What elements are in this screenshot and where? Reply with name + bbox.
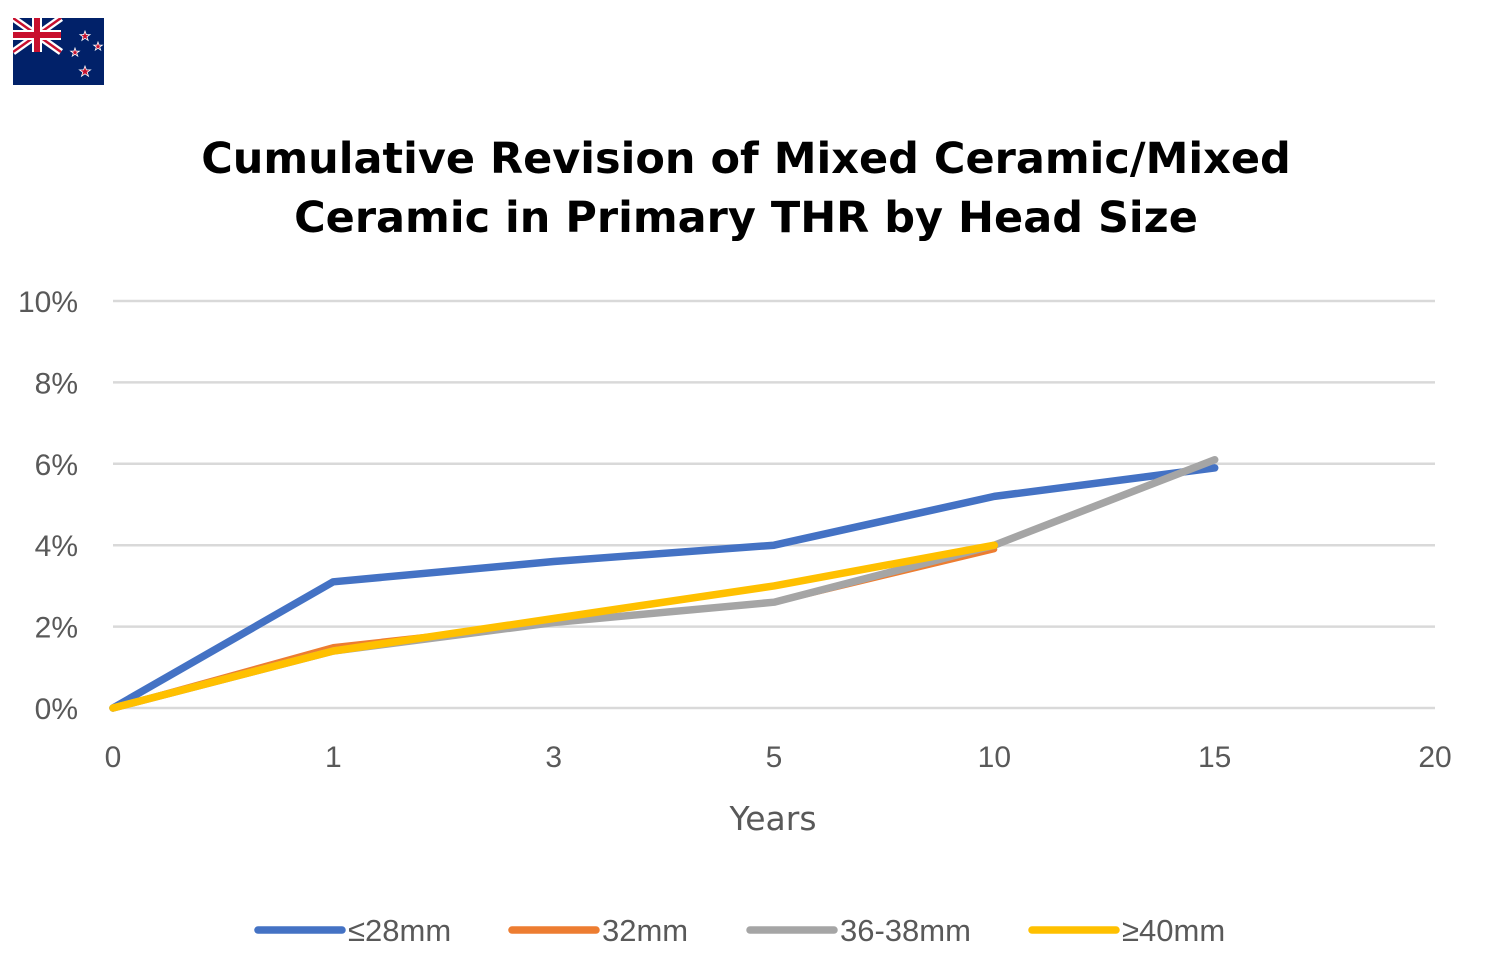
x-tick-label: 20: [1418, 741, 1451, 774]
series-line-≥40mm: [109, 541, 999, 712]
chart-title: Cumulative Revision of Mixed Ceramic/Mix…: [0, 130, 1492, 248]
y-tick-label: 6%: [35, 449, 78, 482]
x-tick-label: 3: [545, 741, 562, 774]
legend-label: ≥40mm: [1122, 913, 1225, 948]
y-axis-ticks: 0% 2% 4% 6% 8% 10%: [18, 286, 78, 726]
legend-item: 32mm: [508, 913, 688, 948]
legend-item: 36-38mm: [746, 913, 971, 948]
series-line-≤28mm: [109, 464, 1219, 712]
legend-label: ≤28mm: [348, 913, 451, 948]
series-line-36-38mm: [109, 455, 1219, 712]
y-tick-label: 0%: [35, 693, 78, 726]
x-tick-label: 1: [325, 741, 342, 774]
chart-title-line-1: Cumulative Revision of Mixed Ceramic/Mix…: [201, 134, 1291, 184]
x-axis-ticks: 0 1 3 5 10 15 20: [105, 741, 1452, 774]
y-tick-label: 4%: [35, 530, 78, 563]
y-tick-label: 10%: [18, 286, 78, 319]
x-axis-label: Years: [728, 799, 816, 838]
legend-label: 32mm: [602, 913, 688, 948]
y-tick-label: 8%: [35, 367, 78, 400]
gridlines: [113, 299, 1435, 710]
x-tick-label: 0: [105, 741, 122, 774]
y-tick-label: 2%: [35, 612, 78, 645]
legend-item: ≥40mm: [1028, 913, 1225, 948]
legend-label: 36-38mm: [840, 913, 971, 948]
legend: ≤28mm 32mm 36-38mm ≥40mm: [254, 913, 1225, 948]
chart-title-line-2: Ceramic in Primary THR by Head Size: [294, 193, 1198, 243]
x-tick-label: 5: [766, 741, 783, 774]
x-tick-label: 15: [1198, 741, 1231, 774]
series-lines: [109, 455, 1219, 712]
legend-item: ≤28mm: [254, 913, 451, 948]
new-zealand-flag-icon: [13, 18, 104, 85]
x-tick-label: 10: [978, 741, 1011, 774]
